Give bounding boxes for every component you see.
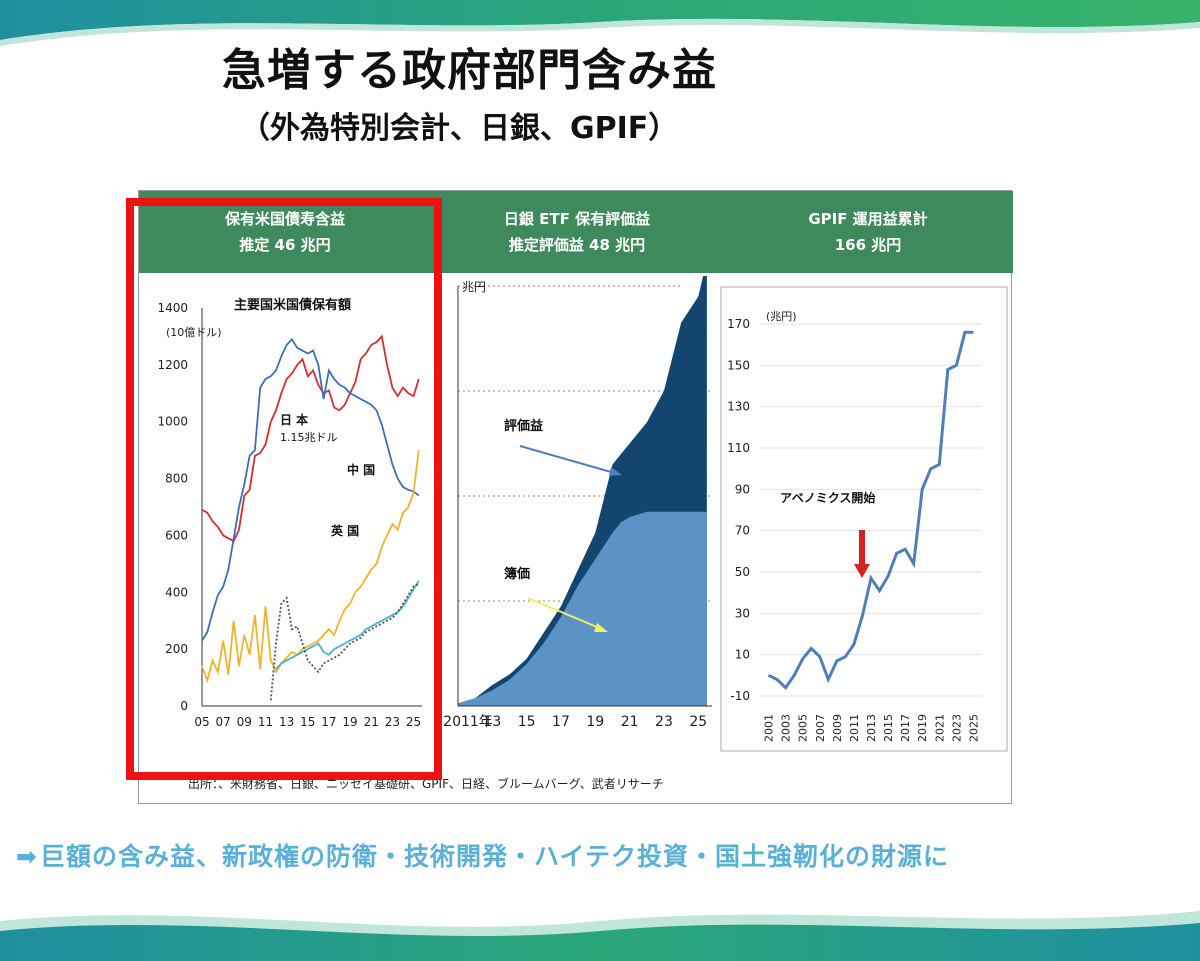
panel-header-line1: GPIF 運用益累計 xyxy=(808,210,928,228)
x-tick-label: 17 xyxy=(321,715,336,729)
arrow-book-value xyxy=(527,597,605,631)
y-tick-label: 50 xyxy=(735,565,750,579)
x-tick-label: 13 xyxy=(483,714,501,730)
panel-header-line1: 日銀 ETF 保有評価益 xyxy=(503,210,651,228)
series-line-4 xyxy=(275,580,420,670)
x-tick-label: 25 xyxy=(406,715,421,729)
x-tick-label: 13 xyxy=(279,715,294,729)
y-tick-label: 30 xyxy=(735,606,750,620)
annotation-china: 中 国 xyxy=(347,462,375,477)
x-tick-label: 2009 xyxy=(831,714,844,742)
y-tick-label: 1200 xyxy=(157,358,188,372)
area-book-value xyxy=(458,511,707,706)
y-tick-label: 0 xyxy=(180,699,188,713)
x-tick-label: 2015 xyxy=(882,714,895,742)
annotation-abenomics: アベノミクス開始 xyxy=(780,490,875,505)
annotation-japan-value: 1.15兆ドル xyxy=(280,431,338,444)
x-tick-label: 21 xyxy=(621,714,639,730)
series-line-1 xyxy=(201,334,420,543)
panel-header-line2: 推定評価益 48 兆円 xyxy=(508,236,646,254)
highlight-box xyxy=(126,198,442,780)
panel-header-line2: 推定 46 兆円 xyxy=(239,236,331,254)
y-tick-label: 10 xyxy=(735,648,750,662)
y-tick-label: 110 xyxy=(727,441,750,455)
red-down-arrow-shaft xyxy=(859,530,865,566)
red-down-arrow-head xyxy=(854,564,870,578)
x-tick-label: 11 xyxy=(258,715,273,729)
x-tick-label: 2001 xyxy=(763,714,776,742)
x-tick-label: 25 xyxy=(689,714,707,730)
y-tick-label: -10 xyxy=(730,689,750,703)
annotation-valuation-gain: 評価益 xyxy=(504,418,543,434)
arrowhead-valuation-gain xyxy=(609,467,622,476)
x-tick-label: 15 xyxy=(300,715,315,729)
gpif-chart: -10 10 30 50 70 90 110 130 150 170 (兆円) 2001 2003 200… xyxy=(720,286,1008,752)
slide-title: 急増する政府部門含み益 xyxy=(222,45,717,96)
y-axis-label: (10億ドル) xyxy=(166,326,222,339)
x-tick-label: 2025 xyxy=(967,714,980,742)
series-line-5 xyxy=(269,583,420,701)
arrow-valuation-gain xyxy=(519,445,619,475)
panel-header-line1: 保有米国債寿含益 xyxy=(224,210,345,228)
panel-header-gpif: GPIF 運用益累計 166 兆円 xyxy=(723,191,1013,273)
x-tick-label: 17 xyxy=(552,714,570,730)
gpif-cumulative-line xyxy=(767,330,974,691)
series-line-2 xyxy=(201,337,420,642)
x-tick-label: 19 xyxy=(342,715,357,729)
annotation-uk: 英 国 xyxy=(331,523,359,538)
slide-subtitle: （外為特別会計、日銀、GPIF） xyxy=(240,111,679,146)
x-tick-label: 19 xyxy=(586,714,604,730)
y-tick-label: 130 xyxy=(727,400,750,414)
y-tick-label: 600 xyxy=(165,528,188,542)
x-tick-label: 2005 xyxy=(797,714,810,742)
x-tick-label: 23 xyxy=(655,714,673,730)
y-tick-label: 150 xyxy=(727,358,750,372)
y-tick-label: 1000 xyxy=(157,415,188,429)
top-wave-decoration xyxy=(0,0,1200,46)
x-tick-label: 2011年 xyxy=(443,714,493,730)
y-axis-label: (兆円) xyxy=(766,310,797,323)
panel-header-etf: 日銀 ETF 保有評価益 推定評価益 48 兆円 xyxy=(429,191,725,273)
source-note: 出所：、米財務省、日銀、ニッセイ基礎研、GPIF、日経、ブルームバーグ、武者リサ… xyxy=(188,777,664,791)
x-tick-label: 09 xyxy=(237,715,252,729)
plot-frame xyxy=(720,286,1008,752)
y-tick-label: 90 xyxy=(735,482,750,496)
conclusion-note: ➡巨額の含み益、新政権の防衛・技術開発・ハイテク投資・国土強靭化の財源に xyxy=(16,837,949,873)
y-tick-label: 200 xyxy=(165,642,188,656)
x-tick-label: 23 xyxy=(385,715,400,729)
arrowhead-book-value xyxy=(594,623,608,632)
bottom-wave-decoration xyxy=(0,911,1200,961)
y-tick-label: 70 xyxy=(735,524,750,538)
treasury-holdings-chart: 0 200 400 600 800 1000 1200 1400 05 07 09 11 13 15 17 1… xyxy=(157,297,422,729)
x-tick-label: 2017 xyxy=(899,714,912,742)
x-tick-label: 2023 xyxy=(950,714,963,742)
x-tick-label: 05 xyxy=(194,715,209,729)
x-tick-label: 2019 xyxy=(916,714,929,742)
x-tick-label: 15 xyxy=(518,714,536,730)
conclusion-text: 巨額の含み益、新政権の防衛・技術開発・ハイテク投資・国土強靭化の財源に xyxy=(39,842,949,871)
chart-title: 主要国米国債保有額 xyxy=(234,297,351,313)
x-tick-label: 07 xyxy=(216,715,231,729)
y-unit-label: 兆円 xyxy=(462,280,486,294)
panel-header-line2: 166 兆円 xyxy=(834,236,902,254)
x-tick-label: 2007 xyxy=(814,714,827,742)
y-tick-label: 1400 xyxy=(157,301,188,315)
y-tick-label: 170 xyxy=(727,317,750,331)
series-line-3 xyxy=(201,449,420,684)
y-tick-label: 800 xyxy=(165,472,188,486)
y-tick-label: 400 xyxy=(165,585,188,599)
x-tick-label: 2021 xyxy=(933,714,946,742)
x-tick-label: 2003 xyxy=(780,714,793,742)
arrow-icon: ➡ xyxy=(16,842,38,871)
annotation-japan: 日 本 xyxy=(280,412,308,427)
annotation-book-value: 簿価 xyxy=(504,566,530,582)
x-tick-label: 21 xyxy=(364,715,379,729)
x-tick-label: 2013 xyxy=(865,714,878,742)
x-tick-label: 2011 xyxy=(848,714,861,742)
